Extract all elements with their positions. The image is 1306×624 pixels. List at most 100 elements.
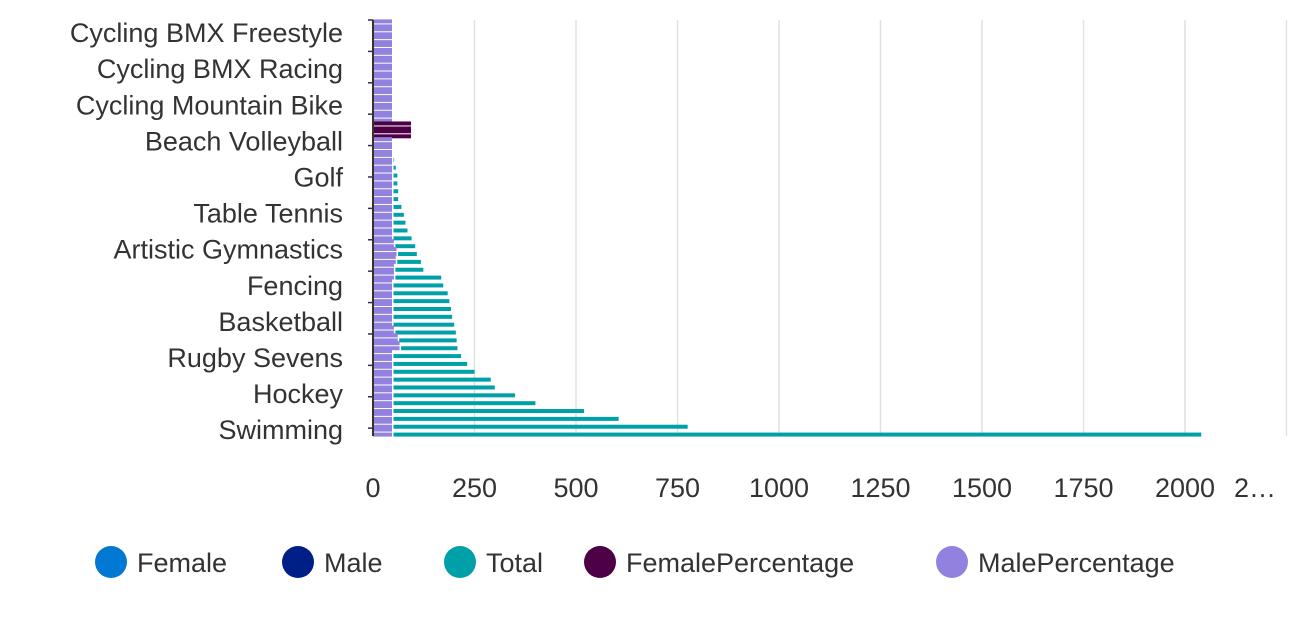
bar-series — [373, 19, 1202, 437]
bar-malepercentage — [373, 317, 392, 322]
bar-total — [393, 165, 396, 170]
bar-malepercentage — [373, 165, 392, 170]
bar-femalepercentage — [373, 126, 411, 131]
gridlines — [473, 20, 1288, 436]
bar-malepercentage — [373, 50, 392, 55]
bar-malepercentage — [373, 192, 392, 197]
bar-total — [393, 204, 402, 209]
bar-malepercentage — [373, 32, 392, 37]
category-label: Artistic Gymnastics — [113, 235, 343, 265]
bar-malepercentage — [373, 267, 394, 272]
bar-malepercentage — [373, 66, 392, 71]
bar-malepercentage — [373, 341, 400, 346]
legend-item[interactable]: Total — [444, 546, 543, 578]
bar-malepercentage — [373, 212, 392, 217]
bar-malepercentage — [373, 427, 392, 432]
bar-malepercentage — [373, 160, 392, 165]
category-label: Swimming — [218, 415, 343, 445]
bar-malepercentage — [373, 259, 396, 264]
legend-label: Total — [486, 548, 543, 578]
bar-malepercentage — [373, 424, 392, 429]
x-tick-label: 1500 — [952, 473, 1012, 503]
bar-total — [393, 409, 585, 414]
bar-malepercentage — [373, 364, 392, 369]
bar-malepercentage — [373, 401, 392, 406]
bar-malepercentage — [373, 325, 394, 330]
bar-malepercentage — [373, 173, 392, 178]
bar-malepercentage — [373, 286, 392, 291]
bar-malepercentage — [373, 404, 392, 409]
bar-malepercentage — [373, 377, 392, 382]
bar-malepercentage — [373, 330, 394, 335]
bar-total — [393, 361, 468, 366]
bar-malepercentage — [373, 294, 392, 299]
bar-malepercentage — [373, 207, 392, 212]
bar-malepercentage — [373, 432, 392, 437]
bar-total — [393, 197, 399, 202]
bar-malepercentage — [373, 275, 394, 280]
bar-malepercentage — [373, 372, 392, 377]
bar-malepercentage — [373, 184, 392, 189]
x-tick-label: 1250 — [850, 473, 910, 503]
bar-total — [393, 432, 1202, 437]
bar-total — [393, 291, 448, 296]
bar-total — [393, 157, 395, 162]
bar-total — [393, 314, 453, 319]
legend[interactable]: Female Male Total FemalePercentage MalePerce… — [95, 546, 1175, 578]
bar-malepercentage — [373, 82, 392, 87]
category-label: Basketball — [218, 307, 343, 337]
legend-label: FemalePercentage — [626, 548, 854, 578]
bar-malepercentage — [373, 19, 392, 24]
x-tick-label: 2… — [1234, 473, 1276, 503]
bar-malepercentage — [373, 393, 392, 398]
legend-item[interactable]: MalePercentage — [936, 546, 1175, 578]
bar-femalepercentage — [373, 134, 411, 139]
bar-total — [393, 393, 516, 398]
legend-label: Male — [324, 548, 383, 578]
bar-malepercentage — [373, 361, 392, 366]
bar-malepercentage — [373, 145, 392, 150]
bar-malepercentage — [373, 79, 392, 84]
bar-malepercentage — [373, 236, 392, 241]
bar-malepercentage — [373, 199, 392, 204]
bar-malepercentage — [373, 262, 394, 267]
bar-malepercentage — [373, 278, 392, 283]
bar-malepercentage — [373, 306, 392, 311]
bar-malepercentage — [373, 349, 392, 354]
bar-total — [401, 346, 458, 351]
bar-malepercentage — [373, 346, 400, 351]
bar-malepercentage — [373, 168, 392, 173]
bar-malepercentage — [373, 354, 392, 359]
legend-label: Female — [137, 548, 227, 578]
legend-item[interactable]: Male — [282, 546, 383, 578]
bar-malepercentage — [373, 97, 392, 102]
category-labels: Cycling BMX Freestyle Cycling BMX Racing C… — [70, 18, 344, 445]
bar-total — [393, 173, 398, 178]
legend-marker-icon — [584, 546, 616, 578]
bar-malepercentage — [373, 87, 392, 92]
bar-malepercentage — [373, 137, 392, 142]
bar-malepercentage — [373, 244, 394, 249]
bar-total — [393, 283, 444, 288]
bar-total — [393, 424, 688, 429]
bar-malepercentage — [373, 301, 392, 306]
y-axis — [368, 19, 374, 436]
bar-malepercentage — [373, 102, 392, 107]
bar-malepercentage — [373, 157, 392, 162]
bar-total — [397, 259, 421, 264]
bar-malepercentage — [373, 42, 392, 47]
bar-malepercentage — [373, 142, 392, 147]
bar-malepercentage — [373, 299, 392, 304]
x-tick-labels: 0 250 500 750 1000 1250 1500 1750 2000 2… — [365, 473, 1276, 503]
legend-item[interactable]: Female — [95, 546, 227, 578]
legend-marker-icon — [936, 546, 968, 578]
legend-item[interactable]: FemalePercentage — [584, 546, 854, 578]
bar-malepercentage — [373, 322, 392, 327]
category-label: Hockey — [253, 379, 344, 409]
bar-total — [393, 189, 399, 194]
bar-total — [393, 236, 412, 241]
bar-malepercentage — [373, 95, 392, 100]
bar-malepercentage — [373, 385, 392, 390]
bar-malepercentage — [373, 356, 392, 361]
